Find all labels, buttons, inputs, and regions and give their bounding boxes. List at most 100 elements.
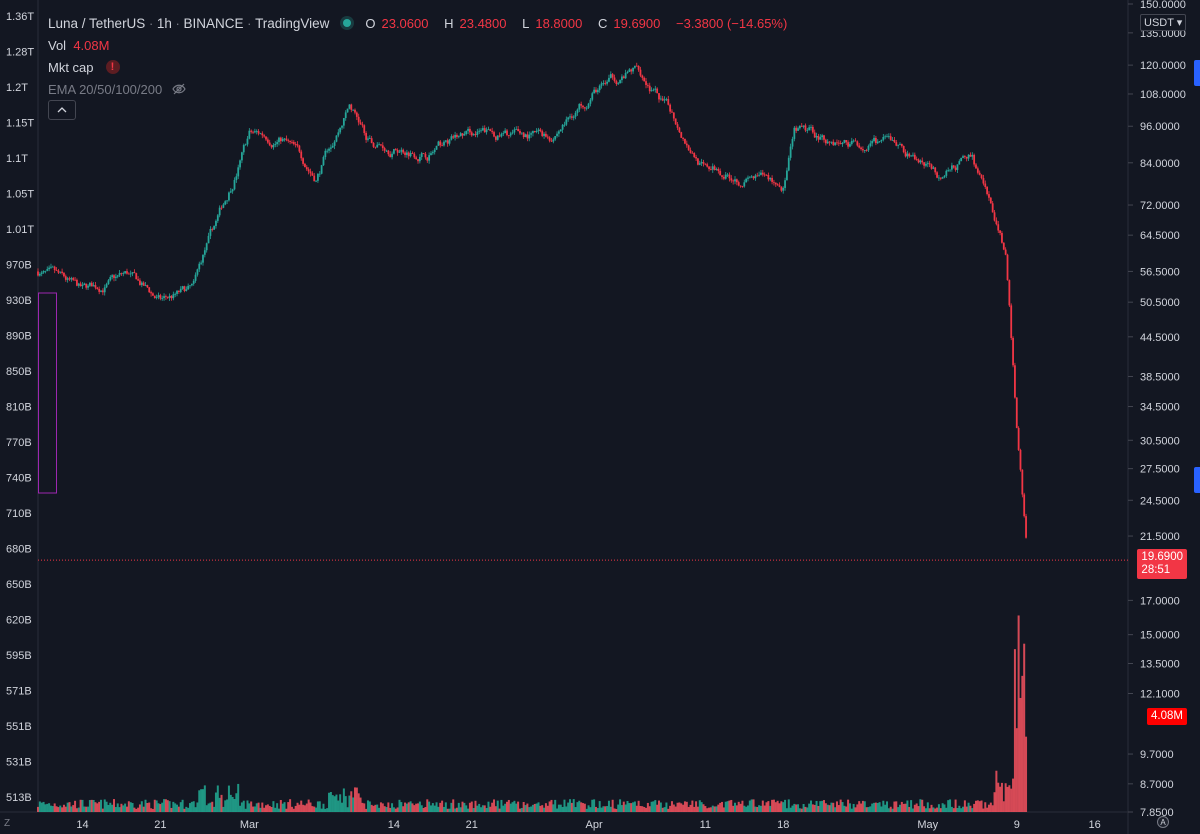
warning-icon[interactable]: ! xyxy=(105,60,120,74)
candle-body xyxy=(978,172,981,175)
candle-body xyxy=(66,278,69,280)
candle-body xyxy=(867,145,870,151)
volume-bar xyxy=(717,804,720,812)
volume-bar xyxy=(587,805,590,812)
candle-body xyxy=(852,140,855,142)
candle-body xyxy=(739,185,742,187)
currency-selector[interactable]: USDT ▾ xyxy=(1140,14,1187,31)
candle-body xyxy=(1023,494,1026,517)
candle-body xyxy=(869,143,872,146)
volume-bar xyxy=(64,806,67,812)
candle-body xyxy=(802,125,805,127)
volume-bar xyxy=(834,807,837,812)
collapse-legend-button[interactable] xyxy=(48,100,76,120)
volume-bar xyxy=(57,807,60,812)
volume-bar xyxy=(402,806,405,812)
candle-body xyxy=(934,167,937,173)
volume-bar xyxy=(96,803,99,812)
candle-body xyxy=(131,272,134,274)
volume-bar xyxy=(404,802,407,812)
candle-body xyxy=(659,98,662,100)
candle-body xyxy=(850,141,853,145)
candle-body xyxy=(246,138,249,145)
mktcap-legend-row[interactable]: Mkt cap ! xyxy=(48,56,793,78)
candle-body xyxy=(845,140,848,143)
price-tick-label: 96.0000 xyxy=(1140,121,1180,133)
volume-bar xyxy=(841,802,844,812)
candle-body xyxy=(250,130,253,132)
candle-body xyxy=(98,289,101,292)
candle-body xyxy=(252,131,254,133)
volume-bar xyxy=(190,801,193,812)
candle-body xyxy=(493,132,495,137)
volume-bar xyxy=(391,803,394,812)
volume-bar xyxy=(941,803,944,812)
hidden-eye-icon[interactable] xyxy=(172,83,186,95)
volume-bar xyxy=(835,801,838,812)
candle-body xyxy=(224,201,227,205)
volume-bar xyxy=(457,802,460,812)
time-tick-label: 14 xyxy=(76,819,88,831)
candle-body xyxy=(87,285,89,288)
volume-bar xyxy=(771,799,774,812)
timezone-icon[interactable]: Z xyxy=(4,818,11,829)
volume-bar xyxy=(455,807,458,812)
candle-body xyxy=(194,274,197,281)
market-status-icon[interactable] xyxy=(343,19,352,27)
volume-bar xyxy=(984,802,987,812)
volume-bar xyxy=(185,806,188,812)
volume-legend-row[interactable]: Vol 4.08M xyxy=(48,34,793,56)
mktcap-label: Mkt cap xyxy=(48,59,94,75)
volume-bar xyxy=(917,806,920,812)
candle-body xyxy=(574,112,577,117)
volume-bar xyxy=(700,802,703,812)
volume-bar xyxy=(839,799,842,812)
volume-bar xyxy=(368,801,371,812)
candle-body xyxy=(841,142,844,145)
candle-body xyxy=(376,144,379,148)
candle-body xyxy=(533,130,536,133)
candle-body xyxy=(1025,516,1027,538)
low-label: L xyxy=(522,15,530,31)
candle-body xyxy=(680,132,683,138)
candle-body xyxy=(279,137,282,142)
volume-bar xyxy=(643,807,646,812)
candle-body xyxy=(452,136,455,138)
volume-bar xyxy=(489,806,492,812)
candle-body xyxy=(51,266,54,268)
volume-bar xyxy=(774,802,777,812)
candle-body xyxy=(83,283,86,286)
volume-bar xyxy=(229,794,232,812)
candle-body xyxy=(235,176,238,181)
candle-body xyxy=(767,175,770,180)
candle-body xyxy=(986,186,989,195)
volume-bar xyxy=(118,807,121,812)
right-panel-toggle-2[interactable] xyxy=(1194,467,1200,493)
volume-bar xyxy=(164,799,167,812)
time-tick-label: 14 xyxy=(388,819,400,831)
settings-gear-icon[interactable]: A xyxy=(1156,815,1170,829)
candle-body xyxy=(552,139,555,142)
right-panel-toggle-1[interactable] xyxy=(1194,60,1200,86)
volume-bar xyxy=(109,802,112,812)
volume-bar xyxy=(950,806,953,812)
candle-body xyxy=(413,153,416,158)
volume-bar xyxy=(300,800,303,812)
volume-bar xyxy=(62,804,65,812)
candle-body xyxy=(294,144,297,145)
candle-body xyxy=(307,169,310,172)
volume-bar xyxy=(639,805,642,812)
volume-bar xyxy=(59,805,62,812)
volume-bar xyxy=(201,789,204,812)
candle-body xyxy=(730,178,733,181)
volume-bar xyxy=(48,803,51,812)
symbol-name[interactable]: Luna / TetherUS xyxy=(48,15,146,31)
ema-legend-row[interactable]: EMA 20/50/100/200 xyxy=(48,78,793,100)
candle-body xyxy=(980,174,983,179)
volume-bar xyxy=(244,808,247,812)
interval-label[interactable]: 1h xyxy=(156,15,172,31)
volume-bar xyxy=(474,800,477,812)
candle-body xyxy=(450,136,453,140)
candle-body xyxy=(418,156,421,162)
